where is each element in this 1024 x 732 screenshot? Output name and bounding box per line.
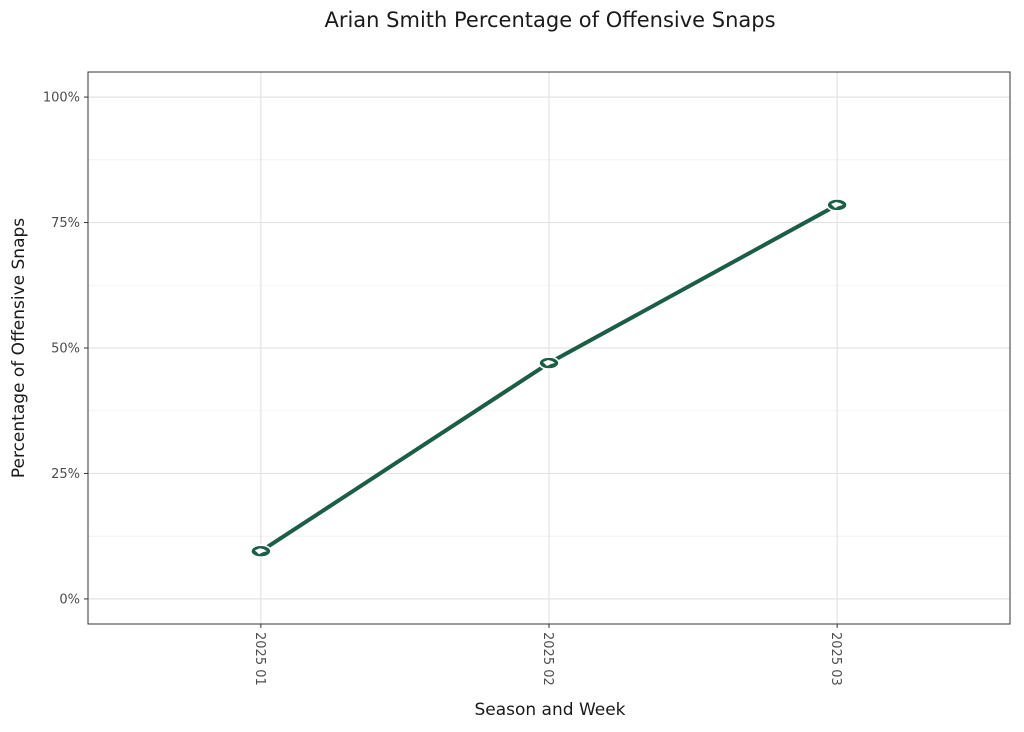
y-axis-title: Percentage of Offensive Snaps (9, 218, 29, 478)
team-logo-mark (254, 548, 267, 555)
y-tick-label: 100% (43, 91, 80, 106)
data-point (538, 356, 560, 370)
series-layer (250, 198, 848, 559)
plot-panel-border (87, 71, 1011, 625)
x-axis: 2025 01 2025 02 2025 03 (252, 624, 843, 686)
x-tick-label: 2025 01 (252, 632, 267, 686)
grid (88, 72, 1010, 624)
chart-title: Arian Smith Percentage of Offensive Snap… (324, 8, 775, 32)
y-tick-label: 25% (51, 467, 80, 482)
team-logo-mark (831, 201, 844, 208)
y-tick-label: 50% (51, 342, 80, 357)
x-axis-title: Season and Week (474, 700, 625, 720)
y-tick-label: 75% (51, 216, 80, 231)
y-axis: 0% 25% 50% 75% 100% (43, 91, 88, 607)
x-tick-label: 2025 02 (540, 632, 555, 686)
team-logo-mark (543, 360, 555, 367)
data-point (250, 544, 272, 559)
data-point (826, 198, 848, 212)
y-tick-label: 0% (59, 592, 80, 607)
x-tick-label: 2025 03 (828, 632, 843, 686)
